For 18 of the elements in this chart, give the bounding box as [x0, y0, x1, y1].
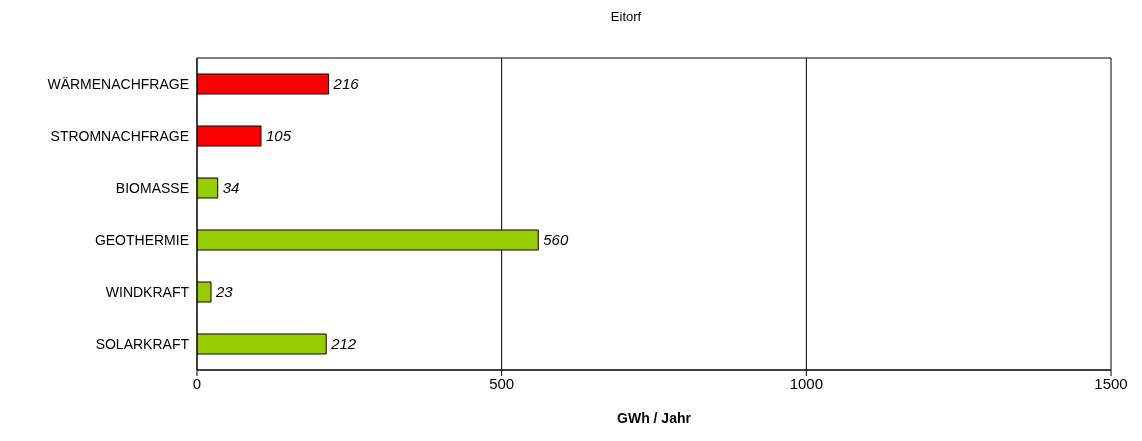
y-tick-label: WINDKRAFT	[105, 283, 190, 300]
data-label: 216	[332, 75, 360, 93]
y-tick-label: WÄRMENACHFRAGE	[47, 75, 189, 92]
y-tick-label: SOLARKRAFT	[95, 335, 190, 352]
x-tick-label: 0	[192, 374, 202, 392]
x-axis-title: GWh / Jahr	[617, 410, 692, 426]
x-tick-label: 1500	[1094, 374, 1128, 392]
data-label: 105	[265, 127, 292, 145]
x-tick-label: 1000	[789, 374, 824, 392]
data-label: 212	[330, 335, 357, 353]
data-label: 560	[543, 231, 569, 249]
chart-title: Eitorf	[609, 8, 643, 26]
y-tick-label: STROMNACHFRAGE	[50, 127, 189, 144]
x-tick-label: 500	[489, 374, 515, 392]
y-tick-label: GEOTHERMIE	[94, 231, 189, 248]
data-label: 34	[222, 179, 240, 197]
y-tick-label: BIOMASSE	[115, 179, 189, 196]
data-label: 23	[215, 283, 234, 301]
